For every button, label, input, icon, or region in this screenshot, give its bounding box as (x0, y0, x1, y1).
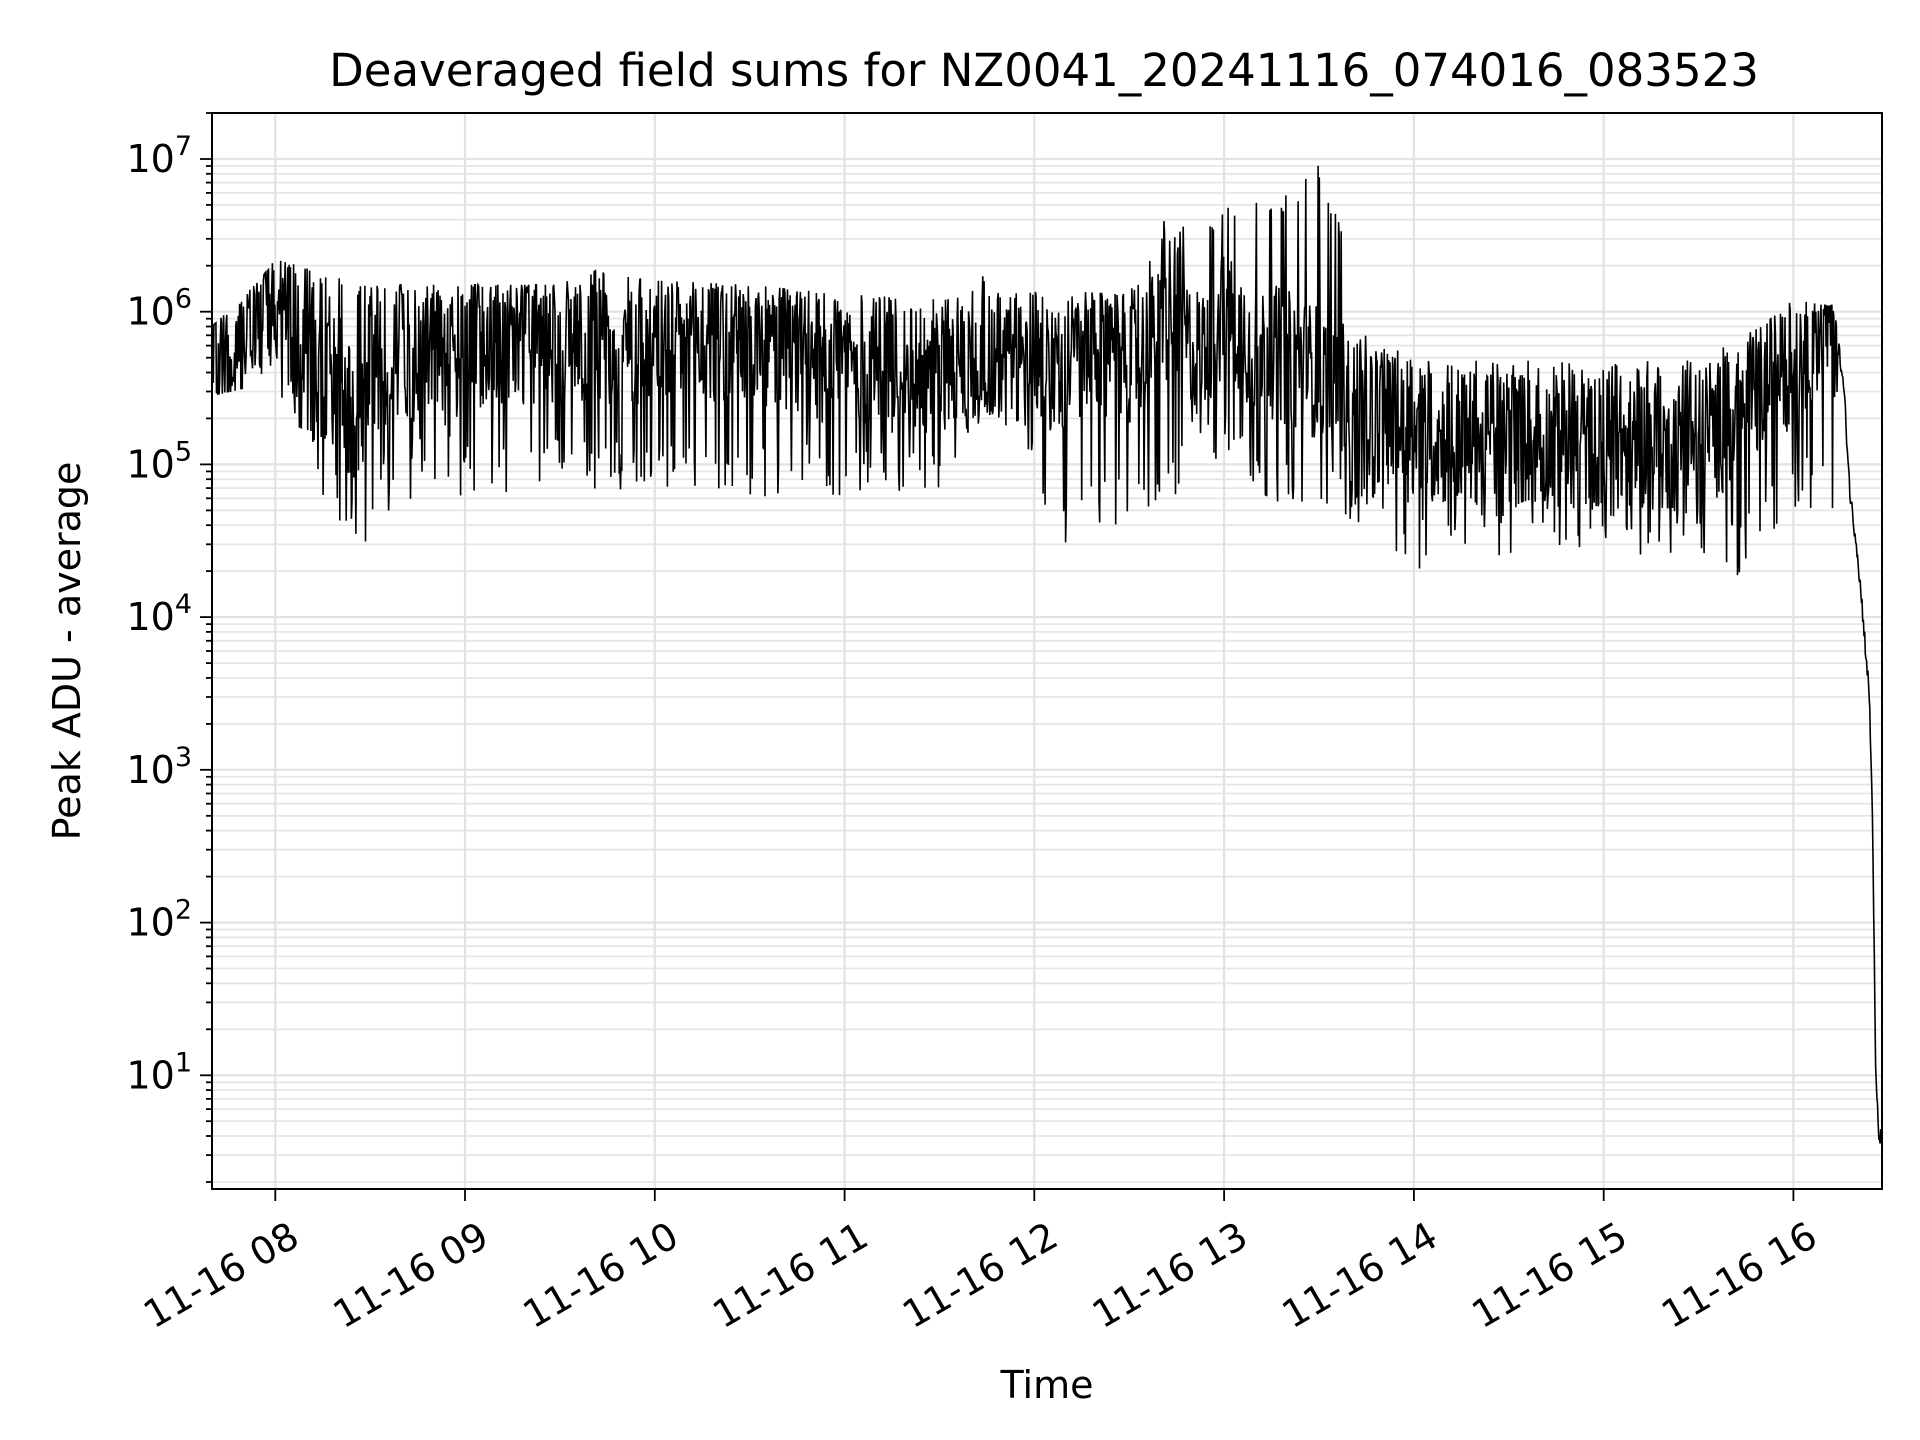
y-tick-label: 101 (126, 1047, 192, 1097)
y-axis-label: Peak ADU - average (45, 462, 89, 841)
y-tick-label: 102 (126, 895, 192, 945)
series-line (211, 165, 1883, 1148)
y-tick-exponent: 7 (175, 131, 192, 162)
y-tick-exponent: 1 (175, 1047, 192, 1078)
chart-title: Deaveraged field sums for NZ0041_2024111… (329, 44, 1759, 97)
y-tick-label: 105 (126, 436, 192, 486)
y-tick-base: 10 (126, 137, 174, 181)
y-tick-exponent: 5 (175, 436, 192, 467)
y-tick-exponent: 3 (175, 742, 192, 773)
series-area (211, 165, 1883, 1148)
grid (212, 112, 1882, 1189)
y-tick-exponent: 4 (175, 589, 192, 620)
y-tick-label: 104 (126, 589, 192, 639)
y-tick-base: 10 (126, 595, 174, 639)
y-tick-label: 107 (126, 131, 192, 181)
y-tick-base: 10 (126, 442, 174, 486)
y-tick-base: 10 (126, 1053, 174, 1097)
y-tick-base: 10 (126, 901, 174, 945)
y-tick-label: 106 (126, 284, 192, 334)
y-tick-exponent: 2 (175, 895, 192, 926)
y-tick-label: 103 (126, 742, 192, 792)
y-tick-base: 10 (126, 748, 174, 792)
y-tick-exponent: 6 (175, 284, 192, 315)
x-axis-label: Time (1000, 1363, 1094, 1407)
y-tick-base: 10 (126, 290, 174, 334)
